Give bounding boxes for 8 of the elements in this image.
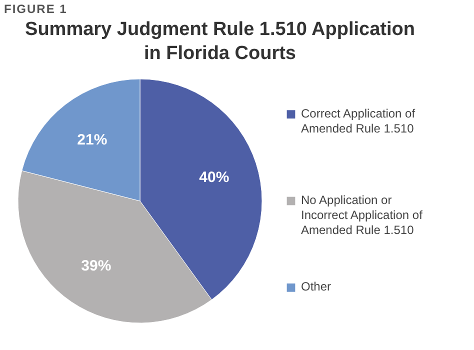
data-label: 39% <box>81 258 112 275</box>
legend-label: No Application or Incorrect Application of Amended Rule 1.510 <box>301 193 424 237</box>
legend-label: Correct Application of Amended Rule 1.510 <box>301 106 416 136</box>
legend-label: Other <box>301 280 332 294</box>
chart-title: Summary Judgment Rule 1.510 Application in Florida Courts <box>25 19 415 64</box>
caption: FIGURE 1 <box>4 2 68 16</box>
data-label: 40% <box>199 168 230 186</box>
data-label: 21% <box>77 131 108 148</box>
